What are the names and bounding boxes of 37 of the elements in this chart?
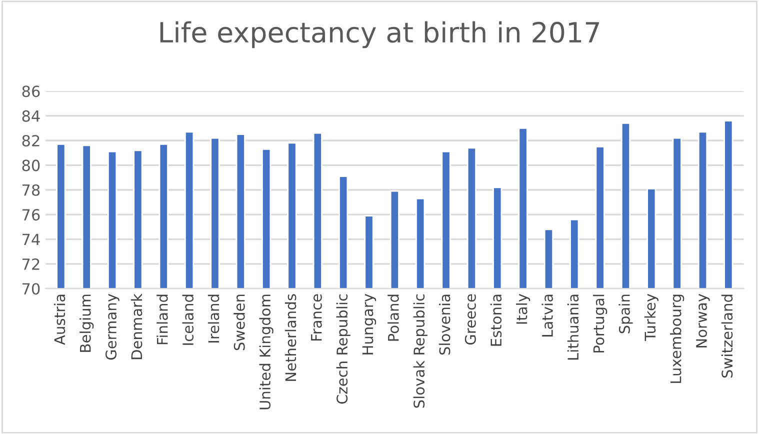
y-tick-label: 80 xyxy=(22,160,40,172)
y-tick-label: 74 xyxy=(22,234,40,246)
x-tick-label: Sweden xyxy=(234,294,245,350)
x-tick-label: Estonia xyxy=(490,294,502,346)
chart-title: Life expectancy at birth in 2017 xyxy=(160,21,599,48)
x-tick-label: Italy xyxy=(516,294,530,324)
x-tick-label: Ireland xyxy=(208,294,220,342)
x-tick-label: Czech Republic xyxy=(336,294,350,404)
x-tick-label: France xyxy=(311,294,322,341)
y-tick-label: 76 xyxy=(22,209,40,221)
y-tick-label: 78 xyxy=(22,184,40,196)
y-tick-label: 72 xyxy=(22,258,40,270)
x-tick-label: Luxembourg xyxy=(670,294,684,383)
y-tick-label: 84 xyxy=(22,110,40,122)
x-tick-label: Belgium xyxy=(80,294,94,352)
y-tick-label: 70 xyxy=(22,283,40,295)
y-tick-label: 82 xyxy=(22,134,40,147)
x-tick-label: Norway xyxy=(696,294,710,348)
x-tick-label: Lithuania xyxy=(567,294,579,360)
x-tick-label: Spain xyxy=(618,294,633,334)
y-tick-label: 86 xyxy=(22,86,40,98)
x-tick-label: Switzerland xyxy=(721,294,733,378)
x-tick-label: Turkey xyxy=(644,294,658,341)
x-tick-label: Iceland xyxy=(182,294,194,345)
x-tick-label: Netherlands xyxy=(284,294,296,381)
x-tick-label: Austria xyxy=(54,294,66,345)
x-tick-label: Poland xyxy=(388,294,399,341)
x-tick-label: Slovenia xyxy=(438,294,450,355)
x-tick-label: Germany xyxy=(105,294,120,360)
x-tick-label: Portugal xyxy=(593,294,608,352)
x-tick-label: United Kingdom xyxy=(259,294,274,410)
x-tick-label: Finland xyxy=(156,294,168,344)
x-tick-label: Greece xyxy=(464,294,476,345)
x-tick-label: Slovak Republic xyxy=(413,294,428,408)
x-tick-label: Hungary xyxy=(362,294,376,354)
x-tick-label: Latvia xyxy=(542,294,553,336)
x-tick-label: Denmark xyxy=(130,294,142,360)
